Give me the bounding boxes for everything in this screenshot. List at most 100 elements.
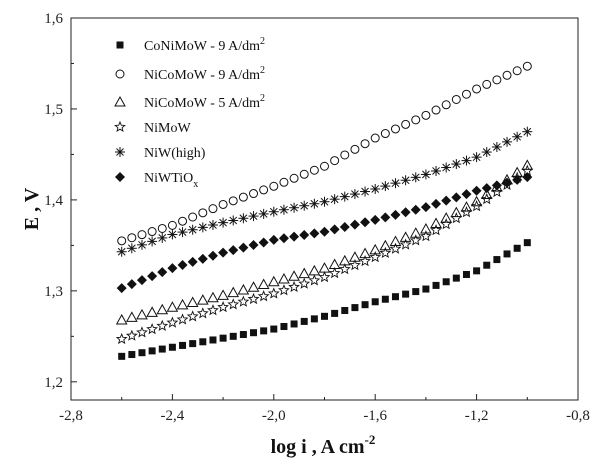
- data-point: [177, 227, 188, 238]
- data-point: [259, 185, 269, 195]
- data-point: [329, 194, 340, 205]
- data-point: [176, 298, 189, 310]
- data-point: [267, 287, 280, 299]
- data-point: [502, 136, 513, 147]
- data-point: [188, 212, 198, 222]
- data-point: [431, 198, 442, 209]
- data-point: [299, 169, 309, 179]
- data-point: [248, 211, 259, 222]
- data-point: [238, 192, 248, 202]
- data-point: [461, 155, 472, 166]
- data-point: [472, 84, 482, 94]
- data-point: [177, 260, 188, 271]
- data-point: [490, 185, 503, 198]
- data-point: [389, 235, 402, 247]
- data-point: [147, 236, 158, 247]
- x-tick-label: -1,2: [465, 408, 489, 424]
- data-point: [268, 206, 279, 217]
- data-point: [136, 239, 147, 250]
- data-point: [502, 70, 512, 80]
- data-point: [380, 212, 391, 223]
- data-point: [379, 246, 392, 259]
- data-point: [176, 313, 189, 325]
- data-point: [460, 206, 473, 218]
- data-point: [196, 294, 209, 305]
- data-point: [481, 183, 492, 194]
- data-point: [462, 270, 470, 278]
- data-point: [390, 178, 401, 189]
- data-point: [360, 186, 371, 197]
- legend-marker-5: [115, 147, 125, 157]
- data-point: [460, 201, 473, 212]
- data-point: [209, 336, 217, 344]
- data-point: [197, 253, 208, 264]
- data-point: [138, 349, 146, 357]
- data-point: [380, 129, 390, 139]
- data-point: [198, 208, 208, 218]
- data-point: [440, 218, 453, 230]
- data-point: [156, 303, 169, 315]
- data-point: [128, 351, 136, 359]
- data-point: [451, 192, 462, 203]
- data-point: [186, 310, 199, 322]
- data-point: [308, 264, 321, 276]
- series-5: [116, 126, 533, 257]
- data-point: [267, 275, 280, 287]
- legend-marker-3: [114, 95, 126, 107]
- data-point: [491, 141, 502, 152]
- legend-marker-4: [114, 120, 126, 133]
- data-point: [473, 267, 481, 275]
- data-point: [229, 332, 237, 340]
- data-point: [309, 165, 319, 175]
- data-point: [369, 243, 382, 255]
- data-point: [409, 234, 422, 246]
- series-2: [117, 61, 532, 246]
- data-point: [116, 246, 127, 257]
- data-point: [289, 173, 299, 183]
- data-point: [420, 222, 432, 234]
- data-point: [430, 217, 442, 229]
- data-point: [330, 156, 340, 166]
- data-point: [461, 189, 472, 200]
- y-tick-label: 1,4: [44, 193, 63, 209]
- legend-entry-6: NiWTiOx: [144, 171, 198, 190]
- data-point: [227, 286, 240, 298]
- series-6: [116, 172, 533, 294]
- data-point: [237, 283, 250, 295]
- data-point: [247, 281, 260, 292]
- data-point: [389, 242, 402, 254]
- data-point: [421, 110, 431, 120]
- legend-entry-2: NiCoMoW - 9 A/dm2: [144, 65, 265, 83]
- data-point: [157, 232, 168, 243]
- data-point: [218, 199, 228, 209]
- x-axis: -2,8 -2,4 -2,0 -1,6 -1,2 -0,8: [59, 394, 590, 424]
- data-point: [310, 315, 318, 323]
- data-point: [115, 332, 128, 345]
- data-point: [450, 206, 463, 218]
- data-point: [420, 169, 431, 180]
- series-1: [118, 239, 531, 360]
- data-point: [278, 284, 290, 296]
- data-point: [341, 307, 349, 315]
- legend-marker-6: [115, 172, 125, 182]
- data-point: [288, 280, 300, 293]
- data-point: [290, 320, 298, 328]
- data-point: [300, 317, 308, 325]
- data-point: [186, 296, 199, 307]
- data-point: [136, 275, 147, 286]
- data-point: [390, 124, 400, 134]
- data-point: [126, 243, 137, 254]
- data-point: [318, 270, 331, 283]
- data-point: [146, 306, 158, 317]
- legend-markers: [114, 41, 126, 182]
- data-point: [470, 200, 483, 212]
- legend-marker-1: [116, 41, 124, 49]
- data-point: [321, 312, 328, 320]
- data-point: [331, 309, 339, 317]
- data-point: [179, 341, 187, 349]
- data-point: [369, 250, 382, 263]
- data-point: [279, 177, 289, 187]
- data-point: [350, 144, 360, 154]
- data-point: [522, 61, 532, 71]
- data-point: [309, 198, 320, 209]
